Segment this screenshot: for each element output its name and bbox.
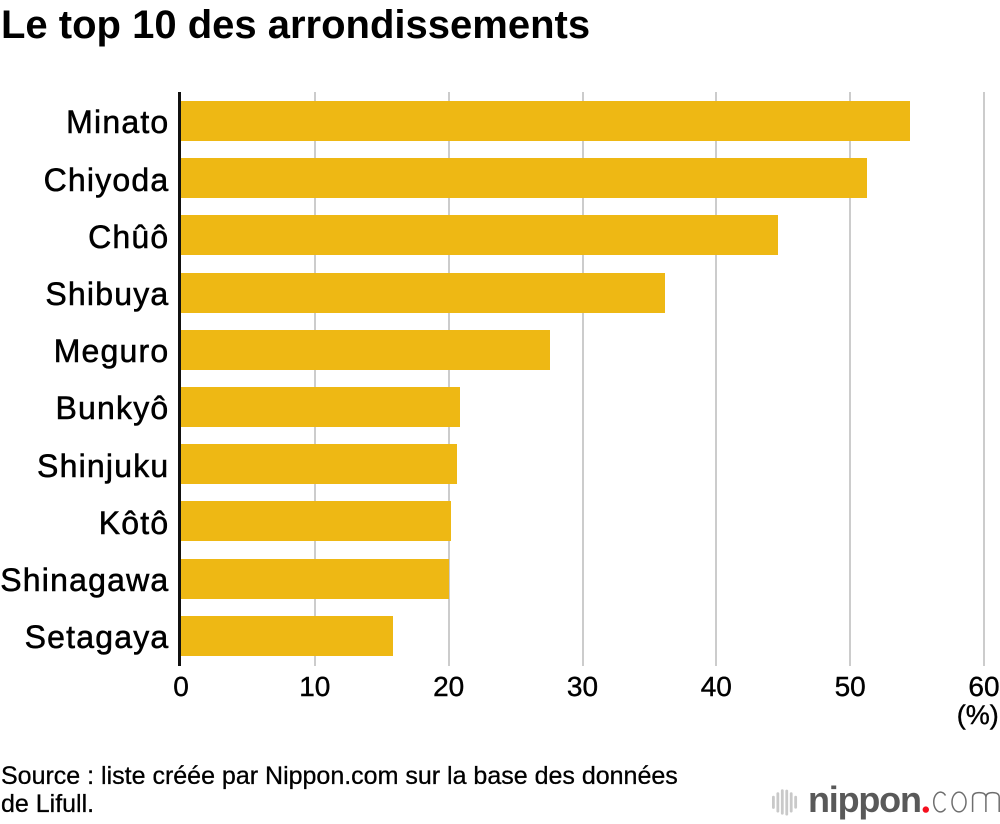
svg-text:nippon: nippon: [808, 779, 921, 820]
